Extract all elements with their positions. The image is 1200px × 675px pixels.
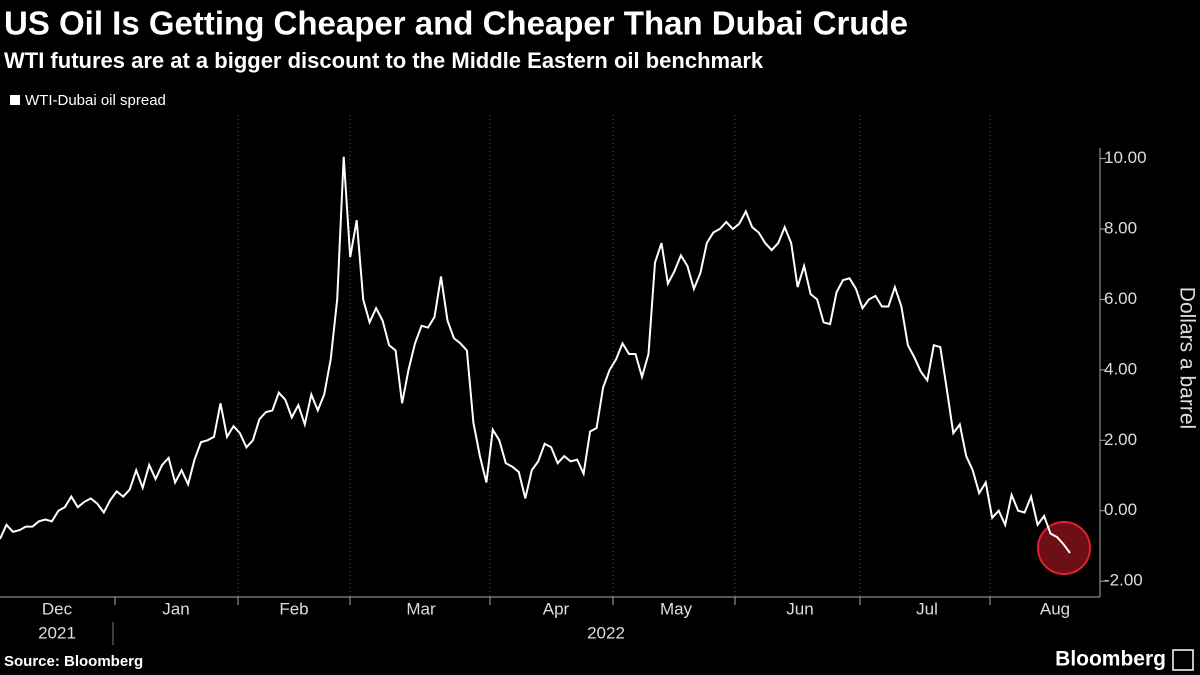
legend-label: WTI-Dubai oil spread <box>25 92 166 109</box>
y-tick-label: 2.00 <box>1104 430 1137 449</box>
brand-icon <box>1172 649 1194 671</box>
year-label: 2021 <box>38 623 76 642</box>
legend-swatch <box>10 95 20 105</box>
y-tick-label: 6.00 <box>1104 289 1137 308</box>
y-tick-label: -2.00 <box>1104 571 1143 590</box>
x-tick-label: Mar <box>406 599 436 618</box>
x-tick-label: Feb <box>279 599 308 618</box>
chart-title: US Oil Is Getting Cheaper and Cheaper Th… <box>4 5 908 42</box>
x-tick-label: Aug <box>1040 599 1070 618</box>
chart-subtitle: WTI futures are at a bigger discount to … <box>4 48 764 73</box>
y-axis-label: Dollars a barrel <box>1175 287 1198 429</box>
x-tick-label: Jan <box>162 599 189 618</box>
x-tick-label: Jun <box>786 599 813 618</box>
x-tick-label: Apr <box>543 599 570 618</box>
y-tick-label: 8.00 <box>1104 218 1137 237</box>
x-tick-label: Dec <box>42 599 73 618</box>
y-tick-label: 10.00 <box>1104 148 1147 167</box>
y-tick-label: 4.00 <box>1104 359 1137 378</box>
x-tick-label: May <box>660 599 693 618</box>
year-label: 2022 <box>587 623 625 642</box>
highlight-circle <box>1037 520 1091 575</box>
data-line <box>0 156 1071 554</box>
brand: Bloomberg <box>1055 648 1166 671</box>
x-tick-label: Jul <box>916 599 938 618</box>
y-tick-label: 0.00 <box>1104 500 1137 519</box>
source: Source: Bloomberg <box>4 653 143 670</box>
